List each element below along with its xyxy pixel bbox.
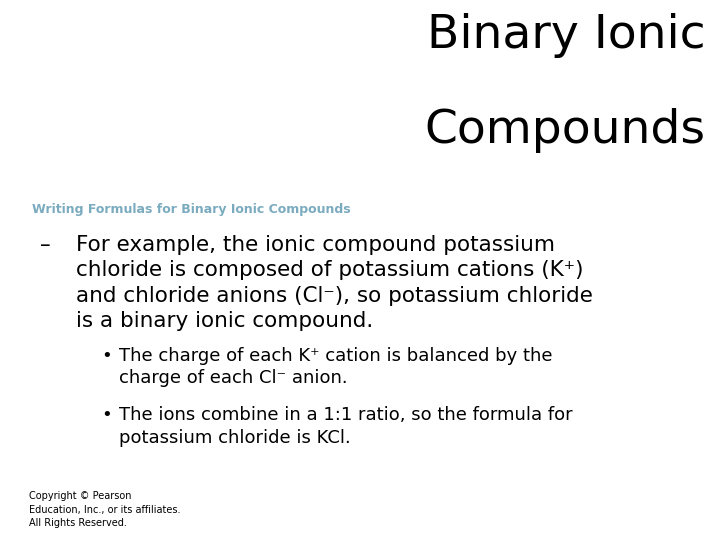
- Text: Copyright © Pearson
Education, Inc., or its affiliates.
All Rights Reserved.: Copyright © Pearson Education, Inc., or …: [29, 491, 180, 528]
- Text: is a binary ionic compound.: is a binary ionic compound.: [76, 311, 373, 331]
- Text: potassium chloride is KCl.: potassium chloride is KCl.: [119, 429, 351, 447]
- Text: and chloride anions (Cl⁻), so potassium chloride: and chloride anions (Cl⁻), so potassium …: [76, 286, 593, 306]
- Text: charge of each Cl⁻ anion.: charge of each Cl⁻ anion.: [119, 369, 348, 387]
- Text: chloride is composed of potassium cations (K⁺): chloride is composed of potassium cation…: [76, 260, 583, 280]
- Text: •: •: [101, 406, 112, 424]
- Text: •: •: [101, 347, 112, 364]
- Text: Compounds: Compounds: [425, 108, 706, 153]
- Text: –: –: [40, 235, 50, 255]
- Text: Writing Formulas for Binary Ionic Compounds: Writing Formulas for Binary Ionic Compou…: [32, 202, 351, 215]
- Text: The ions combine in a 1:1 ratio, so the formula for: The ions combine in a 1:1 ratio, so the …: [119, 406, 572, 424]
- Text: For example, the ionic compound potassium: For example, the ionic compound potassiu…: [76, 235, 554, 255]
- Text: Binary Ionic: Binary Ionic: [427, 14, 706, 58]
- Text: The charge of each K⁺ cation is balanced by the: The charge of each K⁺ cation is balanced…: [119, 347, 552, 364]
